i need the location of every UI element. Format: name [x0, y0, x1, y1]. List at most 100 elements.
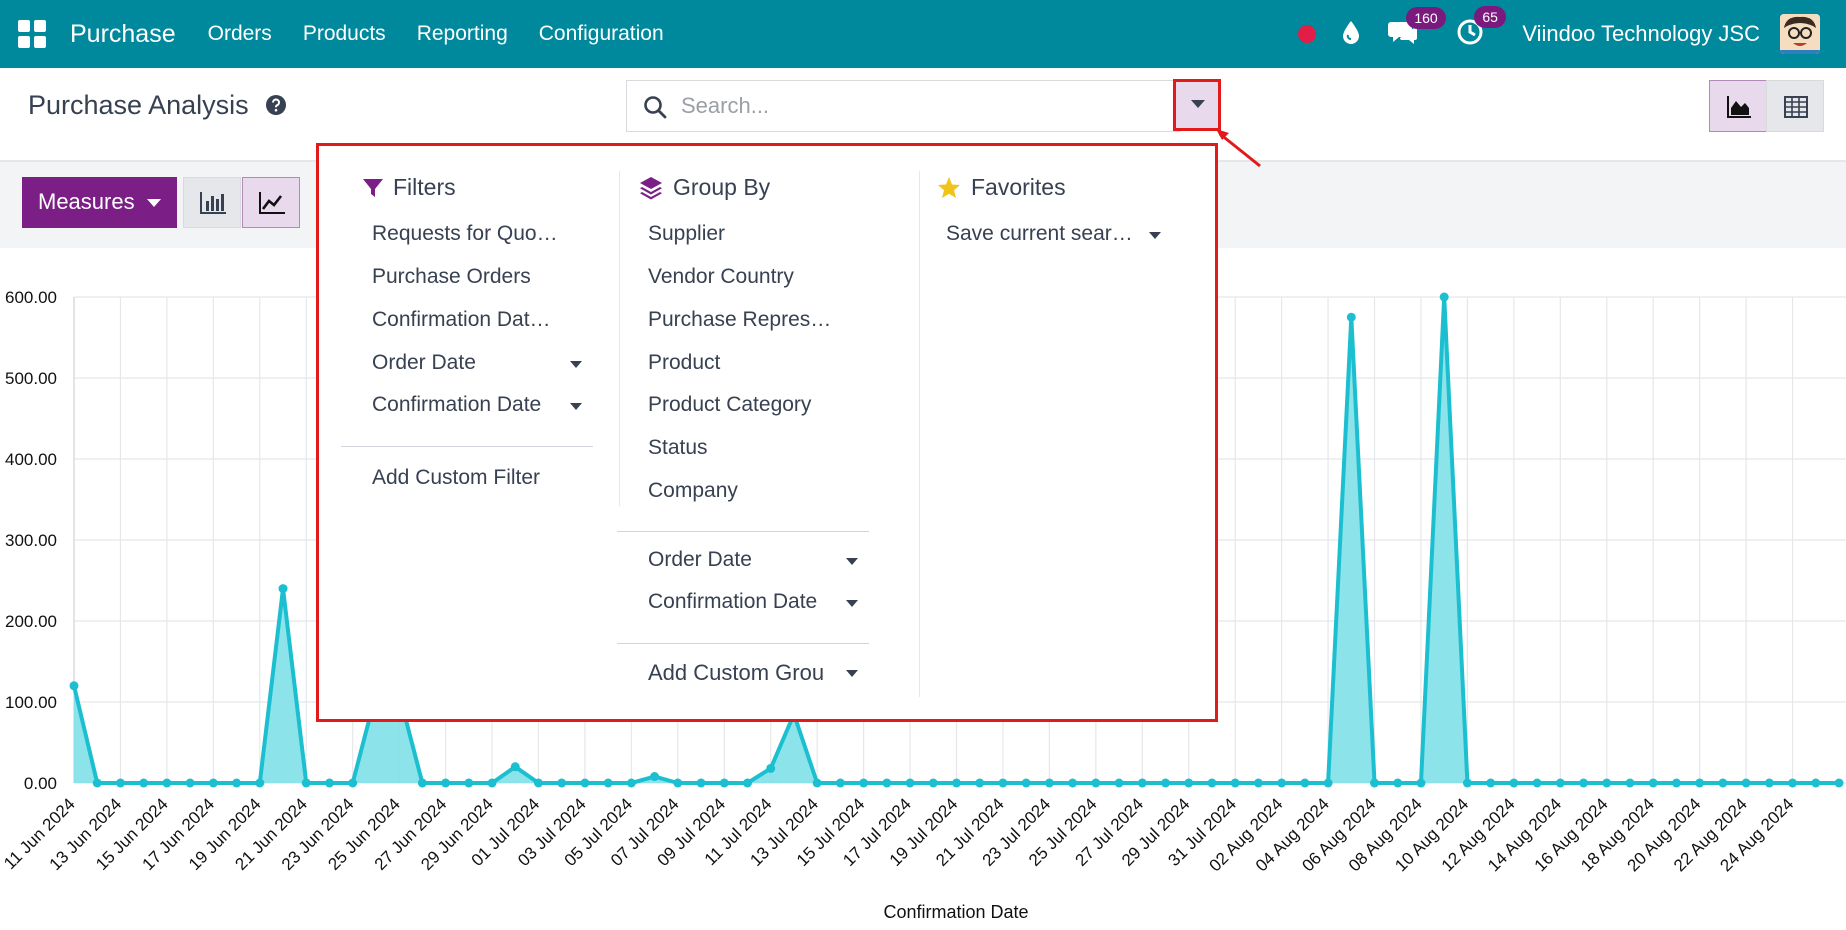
add-custom-filter[interactable]: Add Custom Filter [372, 466, 541, 489]
groupby-product[interactable]: Product [648, 351, 721, 374]
data-point[interactable] [185, 778, 195, 788]
data-point[interactable] [487, 778, 497, 788]
data-point[interactable] [1114, 778, 1124, 788]
data-point[interactable] [1555, 778, 1565, 788]
record-indicator-icon[interactable] [1298, 25, 1317, 43]
data-point[interactable] [1253, 778, 1263, 788]
data-point[interactable] [1834, 778, 1844, 788]
data-point[interactable] [1439, 292, 1449, 302]
help-icon[interactable] [266, 95, 286, 120]
data-point[interactable] [301, 778, 311, 788]
data-point[interactable] [557, 778, 567, 788]
data-point[interactable] [1161, 778, 1171, 788]
menu-reporting[interactable]: Reporting [416, 22, 508, 45]
data-point[interactable] [1184, 778, 1194, 788]
data-point[interactable] [1764, 778, 1774, 788]
menu-configuration[interactable]: Configuration [538, 22, 664, 45]
data-point[interactable] [1044, 778, 1054, 788]
data-point[interactable] [1648, 778, 1658, 788]
data-point[interactable] [1695, 778, 1705, 788]
groupby-purchase-representative[interactable]: Purchase Repres… [648, 308, 832, 331]
filter-order-date[interactable]: Order Date [372, 351, 582, 375]
line-chart-button[interactable] [242, 177, 300, 228]
data-point[interactable] [1671, 778, 1681, 788]
data-point[interactable] [92, 778, 102, 788]
data-point[interactable] [1602, 778, 1612, 788]
data-point[interactable] [208, 778, 218, 788]
data-point[interactable] [417, 778, 427, 788]
data-point[interactable] [1486, 778, 1496, 788]
search-input[interactable] [681, 91, 1081, 121]
data-point[interactable] [1300, 778, 1310, 788]
data-point[interactable] [1579, 778, 1589, 788]
activities-icon[interactable]: 65 [1456, 5, 1506, 51]
groupby-confirmation-date[interactable]: Confirmation Date [648, 590, 858, 614]
data-point[interactable] [673, 778, 683, 788]
menu-orders[interactable]: Orders [207, 22, 272, 45]
graph-view-button[interactable] [1709, 80, 1767, 132]
filter-confirmation-date-set[interactable]: Confirmation Dat… [372, 308, 551, 331]
data-point[interactable] [1370, 778, 1380, 788]
data-point[interactable] [1346, 312, 1356, 322]
data-point[interactable] [1277, 778, 1287, 788]
data-point[interactable] [1788, 778, 1798, 788]
messages-icon[interactable]: 160 [1388, 6, 1446, 50]
data-point[interactable] [1137, 778, 1147, 788]
data-point[interactable] [1718, 778, 1728, 788]
user-avatar[interactable] [1780, 14, 1820, 54]
groupby-company[interactable]: Company [648, 479, 738, 502]
company-switcher[interactable]: Viindoo Technology JSC [1522, 21, 1760, 46]
data-point[interactable] [952, 778, 961, 788]
data-point[interactable] [1741, 778, 1751, 788]
data-point[interactable] [1509, 778, 1519, 788]
filter-confirmation-date[interactable]: Confirmation Date [372, 393, 582, 417]
data-point[interactable] [812, 778, 822, 788]
data-point[interactable] [1091, 778, 1101, 788]
data-point[interactable] [603, 778, 613, 788]
data-point[interactable] [859, 778, 869, 788]
groupby-vendor-country[interactable]: Vendor Country [648, 265, 794, 288]
data-point[interactable] [1323, 778, 1333, 788]
data-point[interactable] [1532, 778, 1542, 788]
data-point[interactable] [580, 778, 590, 788]
data-point[interactable] [255, 778, 265, 788]
data-point[interactable] [348, 778, 358, 788]
data-point[interactable] [905, 778, 915, 788]
data-point[interactable] [626, 778, 636, 788]
search-panel-toggle-button[interactable] [1173, 79, 1221, 131]
data-point[interactable] [835, 778, 845, 788]
data-point[interactable] [1416, 778, 1426, 788]
data-point[interactable] [464, 778, 474, 788]
data-point[interactable] [1021, 778, 1031, 788]
menu-products[interactable]: Products [302, 22, 386, 45]
data-point[interactable] [1068, 778, 1078, 788]
pivot-view-button[interactable] [1766, 80, 1824, 132]
data-point[interactable] [510, 762, 520, 772]
data-point[interactable] [650, 772, 660, 782]
data-point[interactable] [1811, 778, 1821, 788]
data-point[interactable] [441, 778, 451, 788]
groupby-supplier[interactable]: Supplier [648, 222, 726, 245]
groupby-order-date[interactable]: Order Date [648, 548, 858, 572]
data-point[interactable] [1393, 778, 1403, 788]
data-point[interactable] [278, 584, 288, 594]
data-point[interactable] [533, 778, 543, 788]
data-point[interactable] [1207, 778, 1217, 788]
data-point[interactable] [1230, 778, 1240, 788]
measures-dropdown-button[interactable]: Measures [22, 177, 177, 228]
apps-menu-icon[interactable] [18, 20, 46, 48]
data-point[interactable] [928, 778, 938, 788]
data-point[interactable] [882, 778, 892, 788]
data-point[interactable] [115, 778, 125, 788]
water-drop-icon[interactable] [1342, 20, 1360, 49]
bar-chart-button[interactable] [183, 177, 241, 228]
data-point[interactable] [719, 778, 729, 788]
data-point[interactable] [696, 778, 706, 788]
data-point[interactable] [232, 778, 242, 788]
filter-purchase-orders[interactable]: Purchase Orders [372, 265, 531, 288]
filter-requests-for-quotation[interactable]: Requests for Quo… [372, 222, 558, 245]
data-point[interactable] [1625, 778, 1635, 788]
data-point[interactable] [139, 778, 149, 788]
data-point[interactable] [1462, 778, 1472, 788]
save-current-search[interactable]: Save current sear… [946, 222, 1161, 246]
